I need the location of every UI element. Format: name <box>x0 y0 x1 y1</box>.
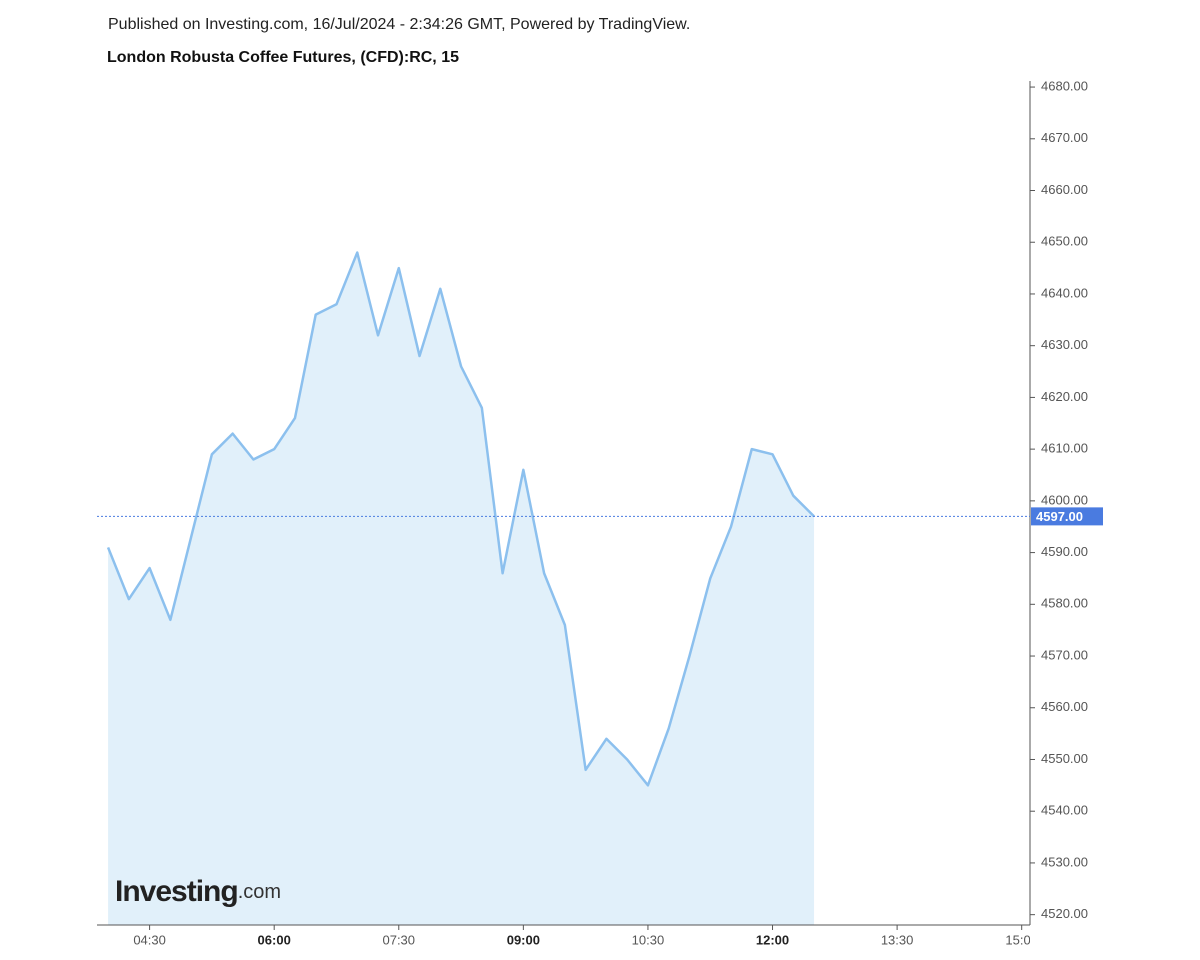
watermark-suffix: .com <box>238 881 281 903</box>
x-tick-label: 12:00 <box>756 932 789 947</box>
y-tick-label: 4530.00 <box>1041 854 1088 869</box>
x-tick-label: 06:00 <box>258 932 291 947</box>
y-tick-label: 4520.00 <box>1041 906 1088 921</box>
y-tick-label: 4540.00 <box>1041 803 1088 818</box>
y-tick-label: 4660.00 <box>1041 182 1088 197</box>
area <box>108 252 815 926</box>
y-ticks: 4520.00 4530.00 4540.00 4550.00 4560.00 4570.… <box>1030 78 1088 921</box>
watermark: Investing.com <box>115 875 281 908</box>
y-tick-label: 4590.00 <box>1041 544 1088 559</box>
y-tick-label: 4570.00 <box>1041 647 1088 662</box>
x-tick-label: 09:00 <box>507 932 540 947</box>
last-price-box <box>1031 507 1103 526</box>
y-tick-label: 4600.00 <box>1041 492 1088 507</box>
watermark-brand: Investing <box>115 875 238 908</box>
y-tick-label: 4580.00 <box>1041 596 1088 611</box>
y-tick-label: 4610.00 <box>1041 441 1088 456</box>
y-tick-label: 4560.00 <box>1041 699 1088 714</box>
y-tick-label: 4670.00 <box>1041 130 1088 145</box>
last-price-label: 4597.00 <box>1036 509 1083 524</box>
x-tick-label: 07:30 <box>382 932 415 947</box>
y-tick-label: 4620.00 <box>1041 389 1088 404</box>
y-tick-label: 4650.00 <box>1041 234 1088 249</box>
line <box>106 251 815 787</box>
header: Published on Investing.com, 16/Jul/2024 … <box>108 16 690 33</box>
plot <box>106 251 815 926</box>
x-tick-label: 15:00 <box>1005 932 1038 947</box>
x-tick-label: 04:30 <box>133 932 166 947</box>
y-tick-label: 4550.00 <box>1041 751 1088 766</box>
y-tick-label: 4630.00 <box>1041 337 1088 352</box>
x-tick-label: 10:30 <box>632 932 665 947</box>
x-tick-label: 13:30 <box>881 932 914 947</box>
x-ticks: 04:30 06:00 07:30 09:00 10:30 12:00 13:30 15:00 <box>133 925 1038 947</box>
y-tick-label: 4640.00 <box>1041 285 1088 300</box>
y-tick-label: 4680.00 <box>1041 78 1088 93</box>
chart-title: London Robusta Coffee Futures, (CFD):RC,… <box>107 49 459 66</box>
